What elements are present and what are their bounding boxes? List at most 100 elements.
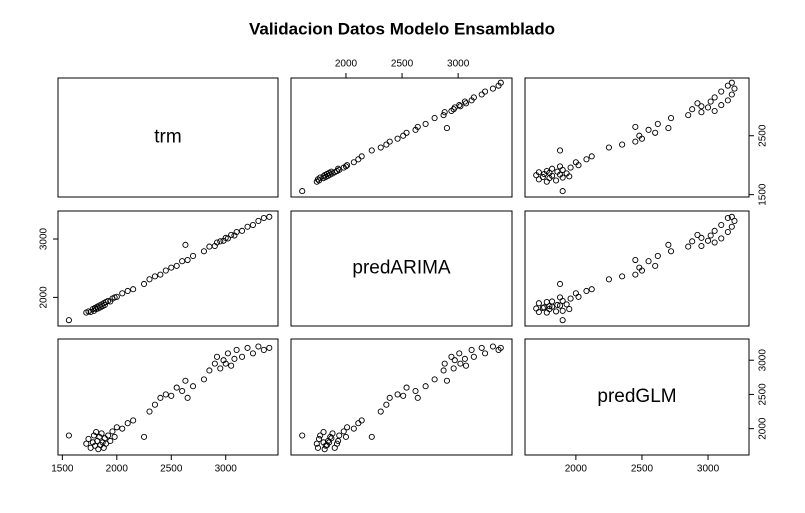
point — [422, 383, 429, 390]
point — [704, 104, 712, 111]
point — [728, 223, 735, 230]
point — [632, 138, 639, 145]
x-tick-label: 2000 — [335, 59, 358, 70]
point — [440, 112, 447, 119]
point — [101, 435, 108, 442]
point — [667, 115, 675, 122]
point — [335, 165, 342, 172]
point — [724, 228, 731, 236]
point — [412, 387, 419, 395]
point — [342, 163, 350, 170]
point — [457, 103, 464, 110]
point — [328, 168, 335, 175]
point — [130, 417, 137, 424]
point — [189, 383, 197, 390]
point — [478, 91, 485, 98]
point — [244, 344, 251, 351]
point — [718, 221, 725, 229]
point — [358, 417, 365, 424]
point — [711, 227, 718, 234]
point — [124, 287, 131, 295]
point — [119, 425, 126, 432]
point — [728, 213, 735, 220]
point — [249, 350, 257, 357]
point — [98, 430, 105, 437]
x-tick-label: 1500 — [51, 464, 74, 475]
x-tick-label: 3000 — [215, 464, 238, 475]
point — [652, 262, 659, 269]
x-tick-label: 2500 — [391, 59, 414, 70]
point — [113, 424, 120, 431]
point — [368, 147, 375, 154]
y-tick-label: 2000 — [39, 286, 50, 309]
point — [130, 286, 137, 293]
y-tick-label: 3000 — [39, 227, 50, 250]
point — [168, 264, 175, 271]
point — [314, 444, 321, 451]
point — [711, 94, 718, 101]
point — [182, 241, 189, 248]
point — [317, 432, 324, 439]
point — [461, 355, 468, 362]
point — [619, 141, 626, 148]
point — [549, 165, 556, 172]
point — [588, 286, 595, 293]
point — [344, 162, 351, 169]
point — [478, 344, 485, 351]
point — [567, 164, 574, 171]
point — [213, 239, 221, 246]
point — [146, 408, 153, 415]
point — [619, 273, 626, 280]
point — [489, 343, 496, 350]
point — [322, 442, 329, 449]
point — [632, 123, 639, 130]
point — [535, 308, 542, 316]
panel — [524, 338, 750, 456]
variable-label: predARIMA — [352, 258, 451, 279]
point — [632, 271, 639, 278]
point — [543, 178, 550, 185]
point — [422, 120, 429, 128]
point — [403, 384, 410, 391]
point — [350, 159, 357, 166]
point — [124, 420, 131, 427]
point — [315, 435, 323, 442]
point — [320, 429, 327, 436]
point — [394, 135, 401, 142]
point — [255, 343, 262, 350]
point — [102, 440, 109, 447]
point — [728, 79, 735, 86]
point — [140, 280, 148, 288]
point — [368, 433, 375, 440]
y-tick-label: 3000 — [758, 349, 769, 372]
point — [400, 132, 407, 139]
panel — [524, 210, 750, 327]
point — [168, 392, 175, 399]
point — [461, 98, 468, 105]
point — [342, 433, 350, 440]
point — [173, 384, 180, 391]
point — [157, 394, 164, 401]
point — [583, 156, 590, 163]
point — [184, 394, 191, 401]
point — [358, 153, 365, 160]
point — [731, 85, 738, 92]
point — [563, 170, 570, 177]
point — [228, 362, 235, 369]
point — [200, 376, 207, 383]
point — [333, 440, 341, 447]
point — [685, 112, 692, 119]
point — [443, 125, 450, 132]
point — [497, 344, 504, 351]
point — [231, 355, 238, 362]
panel — [57, 210, 279, 327]
panel — [290, 77, 513, 198]
point — [572, 159, 579, 166]
variable-label: predGLM — [597, 386, 676, 407]
point — [431, 115, 438, 122]
point — [566, 306, 573, 313]
point — [704, 237, 712, 244]
point — [645, 126, 652, 133]
point — [107, 437, 114, 445]
